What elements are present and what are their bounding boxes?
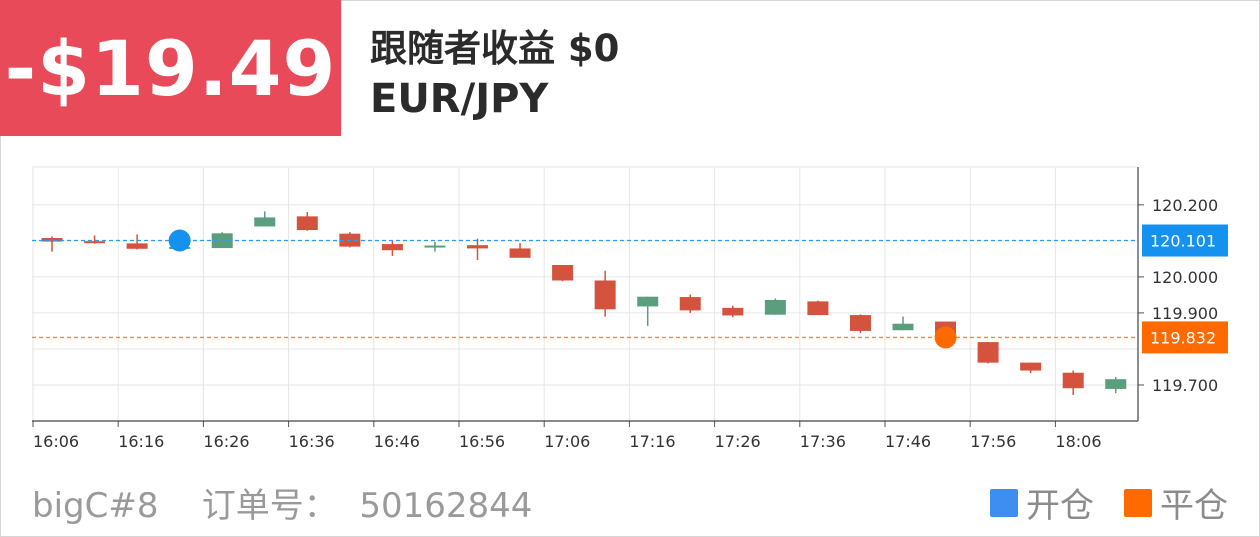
y-tick-label: 119.900 xyxy=(1152,304,1218,323)
candle-body xyxy=(849,315,871,331)
x-tick-label: 16:26 xyxy=(203,432,249,451)
open-price-label: 120.101 xyxy=(1150,231,1216,250)
candle-body xyxy=(1105,379,1127,389)
legend-open-swatch xyxy=(990,488,1018,517)
candles-layer xyxy=(41,211,1127,396)
candle-body xyxy=(807,301,829,316)
markers-layer xyxy=(168,229,957,349)
x-tick-label: 16:16 xyxy=(118,432,164,451)
pnl-value: -$19.49 xyxy=(0,0,341,136)
x-tick-label: 17:06 xyxy=(544,432,590,451)
candle-body xyxy=(1020,362,1042,371)
x-tick-label: 18:06 xyxy=(1055,432,1101,451)
y-tick-label: 120.200 xyxy=(1152,196,1218,215)
chart-legend: 开仓 平仓 xyxy=(960,478,1228,527)
candle-body xyxy=(594,280,616,310)
candle-body xyxy=(126,243,148,249)
y-tick-label: 119.700 xyxy=(1152,376,1218,395)
close-price-label: 119.832 xyxy=(1150,328,1216,347)
candle-body xyxy=(296,216,318,231)
order-number: 50162844 xyxy=(359,486,533,526)
candlestick-chart: 120.101 119.832 120.200 120.000 119.900 119.… xyxy=(32,166,1228,451)
candle-body xyxy=(637,296,659,307)
x-tick-label: 17:26 xyxy=(715,432,761,451)
legend-close-label: 平仓 xyxy=(1160,486,1228,526)
chart-axes: 120.200 120.000 119.900 119.700 16:06 16:16 16… xyxy=(32,167,1218,451)
candle-body xyxy=(41,237,63,242)
legend-open: 开仓 xyxy=(990,478,1094,527)
candle-body xyxy=(509,248,531,258)
candle-body xyxy=(764,299,786,315)
x-tick-label: 17:46 xyxy=(885,432,931,451)
candle-body xyxy=(1062,372,1084,389)
candle-body xyxy=(679,297,701,311)
close-price-tag xyxy=(1142,321,1228,354)
candle-body xyxy=(977,342,999,363)
candle-body xyxy=(254,217,276,227)
x-tick-label: 16:46 xyxy=(374,432,420,451)
candle-body xyxy=(84,241,106,244)
legend-close-swatch xyxy=(1124,488,1152,517)
candle-body xyxy=(722,307,744,316)
x-tick-label: 16:56 xyxy=(459,432,505,451)
candle-body xyxy=(552,264,574,281)
price-lines-layer: 120.101 119.832 xyxy=(32,224,1228,354)
legend-close: 平仓 xyxy=(1124,478,1228,527)
open-price-tag xyxy=(1142,224,1228,257)
x-tick-label: 17:16 xyxy=(629,432,675,451)
order-label: 订单号： xyxy=(201,486,338,526)
order-info: bigC#8 订单号： 50162844 xyxy=(32,478,532,527)
x-tick-label: 17:56 xyxy=(970,432,1016,451)
close-marker xyxy=(934,326,957,349)
legend-open-label: 开仓 xyxy=(1026,486,1094,526)
currency-pair: EUR/JPY xyxy=(370,76,549,122)
candle-body xyxy=(424,245,446,248)
follower-profit: 跟随者收益 $0 xyxy=(370,27,620,70)
x-tick-label: 16:36 xyxy=(289,432,335,451)
y-tick-label: 120.000 xyxy=(1152,268,1218,287)
candle-body xyxy=(892,323,914,331)
x-tick-label: 17:36 xyxy=(800,432,846,451)
open-marker xyxy=(168,229,191,252)
x-tick-label: 16:06 xyxy=(33,432,79,451)
candle-body xyxy=(467,245,488,249)
chart-grid xyxy=(32,166,1139,421)
account-name: bigC#8 xyxy=(32,486,159,526)
candle-body xyxy=(381,244,403,251)
